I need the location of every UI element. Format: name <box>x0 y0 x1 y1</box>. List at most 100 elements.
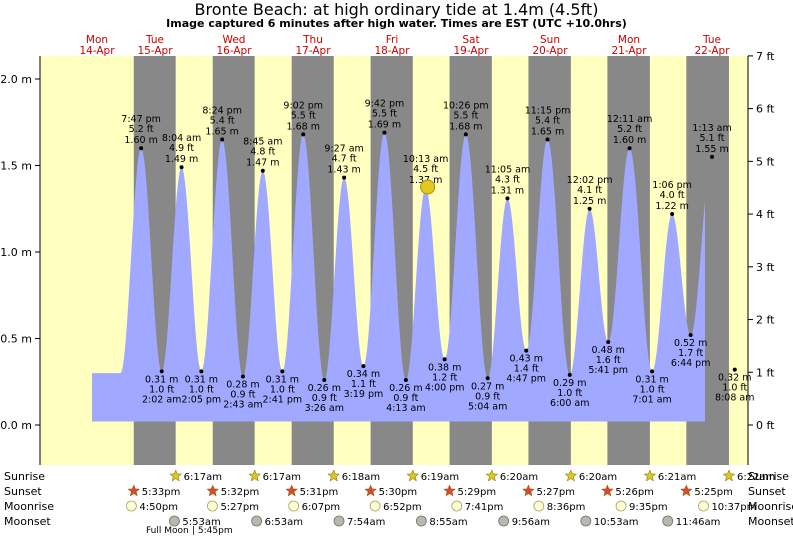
tide-label-m: 1.55 m <box>695 144 728 155</box>
y-tick-label-ft: 5 ft <box>756 155 775 168</box>
tide-label-time: 1:13 am <box>692 123 731 134</box>
day-header-date: 14-Apr <box>79 45 115 57</box>
tide-area <box>92 132 705 422</box>
tide-label-ft: 5.4 ft <box>210 116 235 127</box>
tide-label-time: 4:00 pm <box>425 382 465 393</box>
sunrise-time: 6:21am <box>658 472 696 483</box>
tide-label-m: 0.38 m <box>428 362 461 373</box>
high-tide-point <box>710 154 715 159</box>
tide-label-m: 0.29 m <box>553 378 586 389</box>
tide-label-time: 3:26 am <box>305 403 344 414</box>
moonset-time: 10:53am <box>594 517 639 528</box>
day-header-dow: Thu <box>302 34 323 46</box>
tide-label-time: 4:47 pm <box>506 374 546 385</box>
sunrise-time: 6:17am <box>184 472 222 483</box>
moonset-time: 7:54am <box>347 517 385 528</box>
moonrise-time: 10:37pm <box>711 502 756 513</box>
tide-label-time: 8:04 am <box>162 133 201 144</box>
y-tick-label-m: 0.5 m <box>0 333 32 346</box>
high-tide-point <box>587 206 592 211</box>
moonrise-time: 6:52pm <box>383 502 422 513</box>
sunset-time: 5:26pm <box>615 487 654 498</box>
sunset-time: 5:32pm <box>221 487 260 498</box>
moonrise-icon <box>207 500 218 512</box>
tide-label-ft: 5.5 ft <box>372 109 397 120</box>
day-header-date: 18-Apr <box>374 45 410 57</box>
low-tide-point <box>567 372 572 377</box>
low-tide-point <box>361 364 366 369</box>
tide-label-m: 1.65 m <box>205 127 238 138</box>
sunrise-icon <box>169 469 183 482</box>
sunset-icon <box>364 484 377 497</box>
tide-label-ft: 1.6 ft <box>596 355 621 366</box>
moonrise-icon <box>698 500 709 512</box>
moonset-icon <box>251 515 263 527</box>
tide-label-m: 1.60 m <box>124 135 157 146</box>
sunrise-time: 6:19am <box>421 472 459 483</box>
tide-label-ft: 1.7 ft <box>678 348 703 359</box>
high-tide-point <box>139 146 144 151</box>
low-tide-point <box>485 376 490 381</box>
tide-label-m: 1.25 m <box>573 196 606 207</box>
low-tide-point <box>322 378 327 383</box>
y-tick-label-ft: 1 ft <box>756 366 775 379</box>
tide-label-m: 0.48 m <box>591 345 624 356</box>
moonset-time: 11:46am <box>676 517 721 528</box>
low-tide-point <box>403 378 408 383</box>
low-tide-point <box>650 369 655 374</box>
tide-label-m: 0.31 m <box>635 374 668 385</box>
tide-label-time: 6:00 am <box>550 398 589 409</box>
moonrise-icon <box>126 500 137 512</box>
moonset-time: 6:53am <box>265 517 303 528</box>
sunset-time: 5:25pm <box>694 487 733 498</box>
moonset-icon <box>415 515 427 527</box>
high-tide-point <box>545 137 550 142</box>
tide-label-time: 10:26 pm <box>443 100 489 111</box>
tide-label-time: 11:15 pm <box>525 106 571 117</box>
tide-label-ft: 5.2 ft <box>129 124 154 135</box>
moonset-icon <box>662 515 674 527</box>
sunset-icon <box>443 484 456 497</box>
tide-label-time: 12:11 am <box>607 114 652 125</box>
tide-label-ft: 5.1 ft <box>699 133 724 144</box>
tide-label-time: 4:13 am <box>386 403 425 414</box>
day-header-date: 15-Apr <box>137 45 173 57</box>
y-tick-label-m: 1.5 m <box>0 160 32 173</box>
tide-label-ft: 0.9 ft <box>475 391 500 402</box>
sunset-icon <box>601 484 614 497</box>
day-header-dow: Mon <box>618 34 640 46</box>
day-header-dow: Sat <box>462 34 479 46</box>
tide-label-m: 0.28 m <box>226 380 259 391</box>
tide-label-ft: 5.2 ft <box>617 124 642 135</box>
tide-label-m: 0.34 m <box>347 369 380 380</box>
row-label-right-moonrise: Moonrise <box>748 500 793 513</box>
y-tick-label-ft: 6 ft <box>756 103 775 116</box>
high-tide-point <box>342 175 347 180</box>
y-tick-label-ft: 3 ft <box>756 261 775 274</box>
tide-label-ft: 1.2 ft <box>432 372 457 383</box>
high-tide-point <box>382 130 387 135</box>
tide-label-ft: 4.5 ft <box>413 164 438 175</box>
tide-label-ft: 4.9 ft <box>169 143 194 154</box>
sunset-icon <box>679 484 693 497</box>
y-tick-label-ft: 4 ft <box>756 208 775 221</box>
tide-label-ft: 4.8 ft <box>250 147 275 158</box>
tide-label-m: 0.52 m <box>674 338 707 349</box>
tide-label-ft: 1.0 ft <box>189 384 214 395</box>
y-tick-label-m: 1.0 m <box>0 246 32 259</box>
tide-label-ft: 1.4 ft <box>514 364 539 375</box>
row-label-left-moonrise: Moonrise <box>4 500 54 513</box>
tide-label-m: 1.68 m <box>287 121 320 132</box>
tide-label-m: 0.26 m <box>308 383 341 394</box>
tide-label-m: 0.43 m <box>510 354 543 365</box>
moon-phase-label: Full Moon <box>146 526 189 536</box>
sunrise-icon <box>722 469 736 482</box>
sunrise-icon <box>643 469 657 482</box>
tide-label-ft: 0.9 ft <box>393 393 418 404</box>
moonrise-icon <box>369 500 381 512</box>
moonrise-icon <box>451 500 463 512</box>
tide-label-m: 0.31 m <box>185 374 218 385</box>
moonset-icon <box>333 515 345 527</box>
sunrise-time: 6:20am <box>579 472 617 483</box>
